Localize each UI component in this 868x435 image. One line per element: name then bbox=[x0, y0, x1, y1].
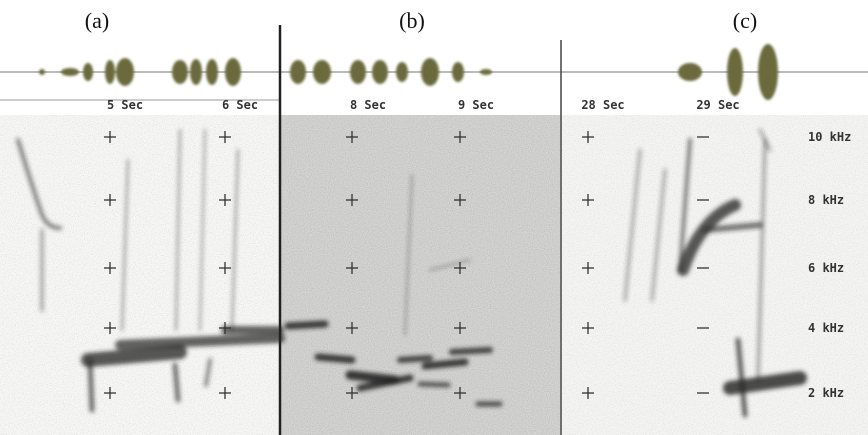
frequency-label: 10 kHz bbox=[808, 130, 851, 144]
panel-label: (b) bbox=[399, 8, 425, 33]
waveforms bbox=[39, 44, 778, 100]
noise bbox=[560, 115, 868, 435]
time-label: 9 Sec bbox=[458, 98, 494, 112]
time-label: 5 Sec bbox=[107, 98, 143, 112]
time-label: 8 Sec bbox=[350, 98, 386, 112]
spectral-traces bbox=[623, 128, 807, 418]
time-label: 6 Sec bbox=[222, 98, 258, 112]
noise bbox=[280, 115, 560, 435]
time-label: 29 Sec bbox=[696, 98, 739, 112]
frequency-label: 8 kHz bbox=[808, 193, 844, 207]
time-label: 28 Sec bbox=[581, 98, 624, 112]
frequency-label: 2 kHz bbox=[808, 386, 844, 400]
panel-label: (a) bbox=[85, 8, 109, 33]
frequency-label: 6 kHz bbox=[808, 261, 844, 275]
spectral-traces bbox=[16, 128, 285, 413]
panel-label: (c) bbox=[733, 8, 757, 33]
grid-marks bbox=[104, 131, 709, 399]
spectral-traces bbox=[284, 174, 503, 407]
frequency-label: 4 kHz bbox=[808, 321, 844, 335]
